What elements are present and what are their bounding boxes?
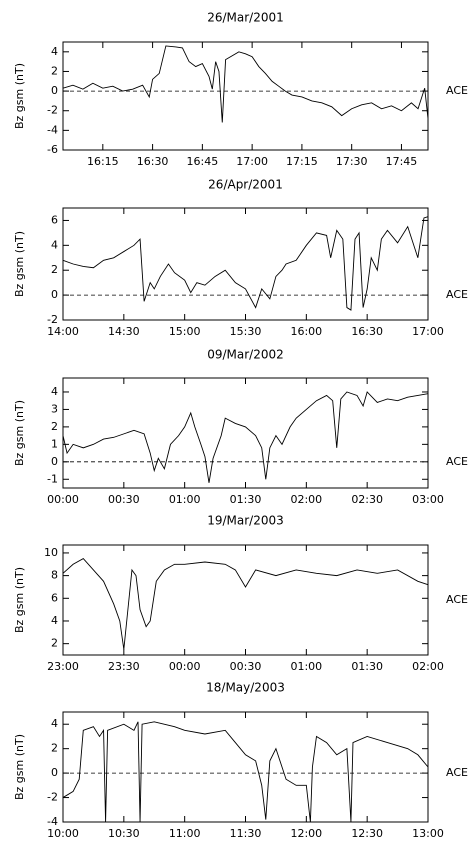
y-tick-label: 4 <box>51 614 58 627</box>
y-tick-label: -1 <box>47 472 58 485</box>
y-tick-label: 1 <box>51 437 58 450</box>
y-tick-label: 0 <box>51 766 58 779</box>
plot-frame <box>62 377 429 489</box>
x-tick-label: 16:30 <box>351 325 383 338</box>
x-tick-label: 16:15 <box>87 155 119 168</box>
x-tick-label: 17:30 <box>336 155 368 168</box>
y-axis-label: Bz gsm (nT) <box>13 400 26 466</box>
x-tick-label: 02:30 <box>351 493 383 506</box>
y-tick-label: -2 <box>47 104 58 117</box>
x-tick-label: 11:30 <box>230 827 262 840</box>
data-line <box>62 216 429 311</box>
plot-frame <box>62 207 429 321</box>
y-axis-label: Bz gsm (nT) <box>13 63 26 129</box>
y-tick-label: 2 <box>51 420 58 433</box>
x-tick-label: 12:00 <box>290 827 322 840</box>
y-tick-label: 0 <box>51 288 58 301</box>
y-tick-label: 0 <box>51 84 58 97</box>
x-tick-label: 01:30 <box>230 493 262 506</box>
panel-title: 19/Mar/2003 <box>207 514 284 528</box>
x-tick-label: 00:00 <box>47 493 79 506</box>
x-tick-label: 01:00 <box>290 660 322 673</box>
x-tick-label: 12:30 <box>351 827 383 840</box>
y-tick-label: 4 <box>51 385 58 398</box>
panel: 09/Mar/2002 Bz gsm (nT) ACE -1 0 1 2 3 4 00:00 00:… <box>13 348 468 507</box>
y-tick-label: -2 <box>47 313 58 326</box>
y-tick-label: 8 <box>51 569 58 582</box>
y-tick-label: 6 <box>51 591 58 604</box>
y-tick-label: -4 <box>47 815 58 828</box>
x-tick-label: 17:00 <box>236 155 268 168</box>
y-axis-label: Bz gsm (nT) <box>13 734 26 800</box>
annotation: ACE <box>446 593 468 606</box>
panel-title: 26/Apr/2001 <box>208 178 283 192</box>
x-tick-label: 15:30 <box>230 325 262 338</box>
panel: 26/Apr/2001 Bz gsm (nT) ACE -2 0 2 4 6 14:00 14:3… <box>13 178 468 339</box>
annotation: ACE <box>446 84 468 97</box>
x-tick-label: 23:30 <box>108 660 140 673</box>
x-tick-label: 13:00 <box>412 827 444 840</box>
plot-frame <box>62 711 429 823</box>
data-line <box>62 45 429 123</box>
y-tick-label: 2 <box>51 263 58 276</box>
y-tick-label: 4 <box>51 717 58 730</box>
panel: 26/Mar/2001 Bz gsm (nT) ACE -6 -4 -2 0 2 4 16:15 1… <box>13 11 468 169</box>
plot-frame <box>62 544 429 656</box>
x-tick-label: 03:00 <box>412 493 444 506</box>
panel-title: 26/Mar/2001 <box>207 11 284 25</box>
y-tick-label: 2 <box>51 64 58 77</box>
x-tick-label: 16:00 <box>290 325 322 338</box>
y-tick-label: 2 <box>51 742 58 755</box>
x-tick-label: 11:00 <box>169 827 201 840</box>
x-tick-label: 00:30 <box>108 493 140 506</box>
x-tick-label: 00:00 <box>169 660 201 673</box>
y-tick-label: -4 <box>47 123 58 136</box>
x-tick-label: 00:30 <box>230 660 262 673</box>
x-tick-label: 10:00 <box>47 827 79 840</box>
y-tick-label: -2 <box>47 791 58 804</box>
y-axis-label: Bz gsm (nT) <box>13 567 26 633</box>
y-axis-label: Bz gsm (nT) <box>13 231 26 297</box>
y-tick-label: -6 <box>47 143 58 156</box>
y-tick-label: 3 <box>51 402 58 415</box>
x-tick-label: 01:00 <box>169 493 201 506</box>
panel: 19/Mar/2003 Bz gsm (nT) ACE 2 4 6 8 10 23:00 23:3… <box>13 514 468 674</box>
x-tick-label: 15:00 <box>169 325 201 338</box>
y-tick-label: 4 <box>51 45 58 58</box>
data-line <box>62 391 429 483</box>
x-tick-label: 16:30 <box>137 155 169 168</box>
x-tick-label: 14:30 <box>108 325 140 338</box>
x-tick-label: 17:45 <box>386 155 418 168</box>
panel-title: 18/May/2003 <box>206 681 285 695</box>
x-tick-label: 02:00 <box>290 493 322 506</box>
x-tick-label: 10:30 <box>108 827 140 840</box>
panel-title: 09/Mar/2002 <box>207 348 284 362</box>
panel: 18/May/2003 Bz gsm (nT) ACE -4 -2 0 2 4 10:00 10:… <box>13 681 468 841</box>
data-line <box>62 558 429 650</box>
plot-frame <box>62 41 429 151</box>
y-tick-label: 2 <box>51 637 58 650</box>
x-tick-label: 17:00 <box>412 325 444 338</box>
x-tick-label: 23:00 <box>47 660 79 673</box>
x-tick-label: 17:15 <box>286 155 318 168</box>
x-tick-label: 14:00 <box>47 325 79 338</box>
annotation: ACE <box>446 766 468 779</box>
annotation: ACE <box>446 288 468 301</box>
y-tick-label: 4 <box>51 238 58 251</box>
x-tick-label: 01:30 <box>351 660 383 673</box>
y-tick-label: 0 <box>51 455 58 468</box>
data-line <box>62 721 429 823</box>
x-tick-label: 16:45 <box>187 155 219 168</box>
x-tick-label: 02:00 <box>412 660 444 673</box>
y-tick-label: 10 <box>44 546 58 559</box>
annotation: ACE <box>446 455 468 468</box>
y-tick-label: 6 <box>51 213 58 226</box>
